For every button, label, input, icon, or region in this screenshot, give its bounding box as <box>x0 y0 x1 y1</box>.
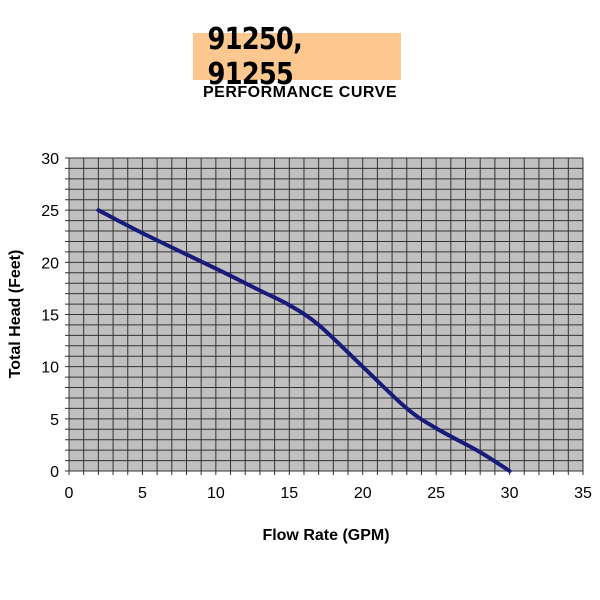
grid <box>65 157 584 475</box>
y-tick-label: 25 <box>41 203 59 220</box>
x-tick-label: 5 <box>138 485 147 502</box>
x-tick-label: 30 <box>501 485 519 502</box>
x-tick-label: 25 <box>427 485 445 502</box>
y-tick-label: 30 <box>41 151 59 168</box>
chart-subtitle: PERFORMANCE CURVE <box>203 84 397 101</box>
y-tick-label: 5 <box>50 412 59 429</box>
performance-curve <box>96 208 512 473</box>
x-tick-label: 0 <box>65 485 74 502</box>
y-tick-label: 20 <box>41 255 59 272</box>
tick-labels: 0 5 10 15 20 25 30 35 0 5 10 15 20 25 30 <box>41 151 592 502</box>
title-box: 91250, 91255 <box>193 22 401 92</box>
x-tick-label: 15 <box>280 485 298 502</box>
x-tick-label: 20 <box>354 485 372 502</box>
x-tick-label: 35 <box>574 485 592 502</box>
x-tick-label: 10 <box>207 485 225 502</box>
y-tick-label: 10 <box>41 360 59 377</box>
y-tick-label: 0 <box>50 464 59 481</box>
x-axis-label: Flow Rate (GPM) <box>262 527 389 544</box>
y-axis-label: Total Head (Feet) <box>7 250 24 379</box>
chart-title: 91250, 91255 <box>207 21 303 92</box>
y-tick-label: 15 <box>41 308 59 325</box>
